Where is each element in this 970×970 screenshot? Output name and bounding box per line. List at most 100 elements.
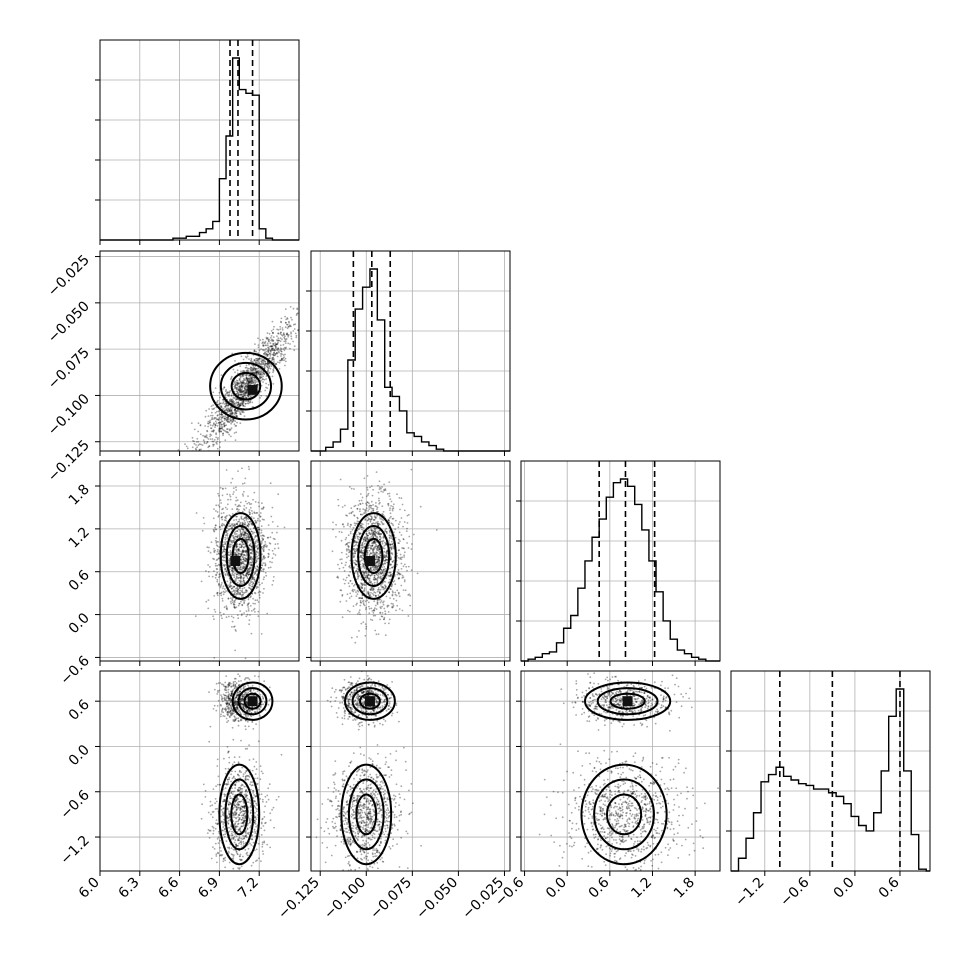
sample-point xyxy=(247,571,250,574)
sample-point xyxy=(223,409,226,412)
sample-point xyxy=(347,546,350,548)
sample-point xyxy=(262,534,265,537)
sample-point xyxy=(235,544,238,547)
sample-point xyxy=(251,512,254,515)
sample-point xyxy=(366,576,369,578)
sample-point xyxy=(243,533,246,536)
sample-point xyxy=(241,567,244,569)
sample-point xyxy=(289,306,292,308)
sample-point xyxy=(247,402,250,405)
sample-point xyxy=(274,343,277,346)
sample-point xyxy=(290,337,293,340)
sample-point xyxy=(355,560,358,562)
sample-point xyxy=(233,806,235,809)
sample-point xyxy=(237,576,240,579)
sample-point xyxy=(240,594,243,596)
sample-point xyxy=(353,561,355,564)
sample-point xyxy=(236,405,239,407)
sample-point xyxy=(223,424,226,426)
sample-point xyxy=(364,574,366,577)
sample-point xyxy=(238,405,240,408)
sample-point xyxy=(216,765,219,767)
sample-point xyxy=(391,606,394,609)
sample-point xyxy=(245,382,248,385)
sample-point xyxy=(264,562,266,565)
sample-point xyxy=(223,559,225,562)
sample-point xyxy=(226,428,228,430)
sample-point xyxy=(210,418,213,421)
sample-point xyxy=(234,607,237,609)
sample-point xyxy=(176,476,178,478)
sample-point xyxy=(362,554,364,556)
sample-point xyxy=(369,533,372,536)
sample-point xyxy=(246,533,249,535)
sample-point xyxy=(215,537,218,540)
sample-point xyxy=(263,544,266,547)
sample-point xyxy=(248,623,251,626)
sample-point xyxy=(385,552,388,555)
sample-point xyxy=(240,518,243,520)
sample-point xyxy=(240,544,243,547)
sample-point xyxy=(397,572,400,574)
sample-point xyxy=(375,558,378,560)
sample-point xyxy=(294,332,297,335)
joint-frame xyxy=(310,460,511,662)
sample-point xyxy=(402,538,405,541)
sample-point xyxy=(242,381,245,384)
sample-point xyxy=(355,541,358,544)
sample-point xyxy=(246,385,248,388)
sample-point xyxy=(371,619,374,621)
sample-point xyxy=(271,357,273,360)
sample-point xyxy=(273,348,275,351)
sample-point xyxy=(370,523,373,526)
sample-point xyxy=(257,615,260,617)
sample-point xyxy=(209,829,212,832)
sample-point xyxy=(250,581,253,584)
sample-point xyxy=(251,523,254,526)
sample-point xyxy=(235,515,238,518)
sample-point xyxy=(388,575,391,578)
sample-point xyxy=(242,556,244,559)
sample-point xyxy=(257,586,259,589)
sample-point xyxy=(255,350,257,353)
sample-point xyxy=(374,533,377,536)
sample-point xyxy=(361,513,364,516)
sample-point xyxy=(248,523,251,526)
sample-point xyxy=(376,561,378,564)
sample-point xyxy=(371,569,373,572)
sample-point xyxy=(256,568,259,571)
sample-point xyxy=(378,503,380,505)
sample-point xyxy=(252,364,255,367)
sample-point xyxy=(350,524,352,526)
sample-point xyxy=(253,531,256,534)
sample-point xyxy=(262,341,264,343)
sample-point xyxy=(372,548,374,551)
sample-point xyxy=(222,422,225,425)
sample-point xyxy=(393,531,395,534)
sample-point xyxy=(231,477,234,480)
sample-point xyxy=(271,353,274,356)
sample-point xyxy=(241,818,243,821)
sample-point xyxy=(214,526,216,529)
sample-point xyxy=(217,691,219,694)
sample-point xyxy=(249,400,252,403)
sample-point xyxy=(293,328,296,330)
sample-point xyxy=(234,420,237,423)
sample-point xyxy=(267,363,270,366)
sample-point xyxy=(223,708,226,710)
sample-point xyxy=(228,560,231,563)
sample-point xyxy=(228,559,230,562)
hist-step-line xyxy=(731,688,930,872)
sample-point xyxy=(280,350,283,353)
sample-point xyxy=(250,569,253,571)
sample-point xyxy=(224,550,226,553)
sample-point xyxy=(284,321,287,324)
sample-point xyxy=(281,353,283,356)
sample-point xyxy=(293,349,296,352)
sample-point xyxy=(394,591,397,594)
sample-point xyxy=(249,360,252,362)
sample-point xyxy=(243,387,246,390)
sample-point xyxy=(270,345,273,348)
sample-point xyxy=(270,365,273,368)
sample-point xyxy=(273,360,275,362)
